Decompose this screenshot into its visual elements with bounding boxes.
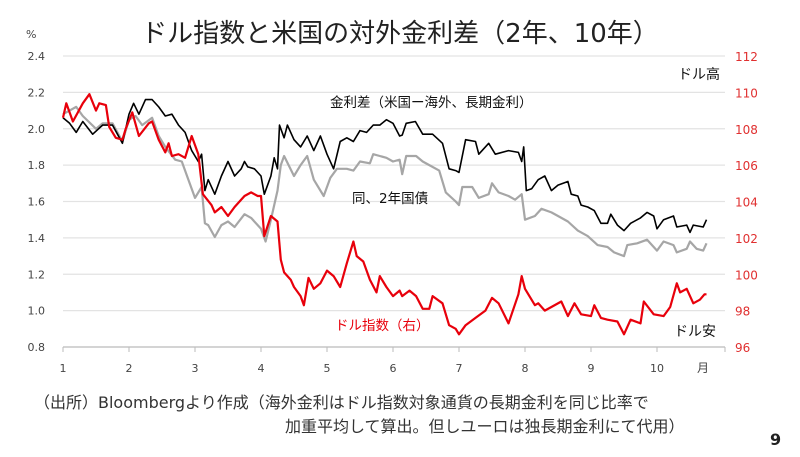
y-left-tick-label: 2.0 [28,123,46,136]
y-left-tick-label: 2.2 [28,86,46,99]
y-right-tick-label: 104 [735,196,758,210]
spread-10y-line [62,98,708,234]
page-number: 9 [770,430,782,449]
x-tick-label: 3 [192,362,199,375]
y-right-tick-label: 108 [735,123,758,137]
y-right-tick-label: 102 [735,232,758,246]
y-left-tick-label: 1.0 [28,305,46,318]
label-spread2: 同、2年国債 [352,191,428,207]
x-axis-unit: 月 [697,361,709,375]
y-left-tick-label: 1.2 [28,268,46,281]
x-tick-label: 4 [258,362,265,375]
y-left-tick-label: 0.8 [28,341,46,354]
y-left-tick-label: 1.6 [28,196,46,209]
footnote-line1: （出所）Bloombergより作成（海外金利はドル指数対象通貨の長期金利を同じ比… [34,393,649,412]
y-right-tick-label: 98 [735,305,750,319]
footnote-line2: 加重平均して算出。但しユーロは独長期金利にて代用） [285,417,685,436]
y-left-tick-label: 1.8 [28,159,46,172]
x-tick-label: 9 [588,362,595,375]
chart-title: ドル指数と米国の対外金利差（2年、10年） [141,19,659,49]
label-dxy: ドル指数（右） [335,318,430,334]
y-right-tick-label: 96 [735,341,750,355]
x-tick-label: 8 [522,362,529,375]
x-tick-label: 1 [60,362,67,375]
annotation-dollar-strong: ドル高 [678,66,720,83]
y-left-tick-label: 2.4 [28,50,46,63]
y-right-tick-label: 112 [735,50,758,64]
x-tick-label: 5 [324,362,331,375]
left-axis-unit: % [26,28,36,41]
x-tick-label: 10 [650,362,664,375]
annotation-dollar-weak: ドル安 [674,324,716,340]
y-right-tick-label: 110 [735,86,758,100]
x-tick-label: 7 [456,362,463,375]
x-tick-label: 2 [126,362,133,375]
y-right-tick-label: 106 [735,159,758,173]
y-left-tick-label: 1.4 [28,232,46,245]
y-right-tick-label: 100 [735,268,758,282]
x-tick-label: 6 [390,362,397,375]
spread-2y-line [62,105,708,258]
label-spread10: 金利差（米国ー海外、長期金利） [330,95,533,111]
dollar-index-line [61,93,707,336]
